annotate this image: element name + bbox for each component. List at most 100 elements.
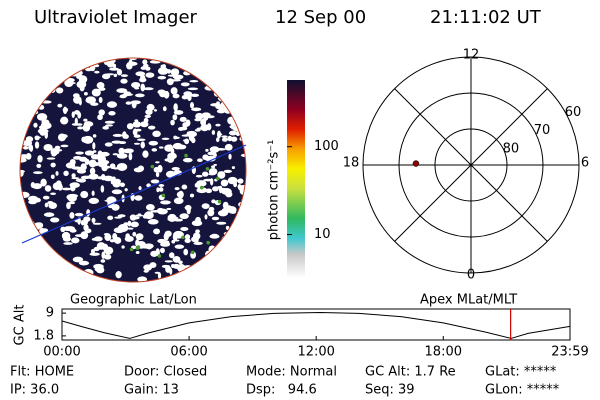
speckle [61, 187, 72, 191]
speckle [152, 130, 161, 137]
speckle [140, 141, 146, 149]
speckle [84, 158, 90, 165]
speckle [120, 74, 128, 78]
speckle [225, 63, 233, 69]
speckle [98, 109, 105, 116]
x-tick-label: 12:00 [297, 345, 334, 360]
speckle [204, 262, 215, 266]
speckle [205, 188, 212, 194]
speckle [170, 87, 178, 95]
speckle [91, 217, 96, 223]
speckle [89, 167, 96, 175]
speckle [155, 161, 160, 164]
speckle [200, 118, 207, 126]
speckle [143, 264, 153, 271]
speckle [85, 96, 97, 104]
speckle [44, 202, 49, 208]
speckle [39, 128, 47, 136]
speckle [205, 148, 209, 152]
x-tick-label: 18:00 [425, 345, 462, 360]
speckle [196, 187, 208, 194]
speckle [119, 88, 124, 91]
speckle [230, 245, 238, 248]
speckle [47, 201, 54, 205]
speckle [206, 258, 218, 266]
speckle [54, 261, 60, 269]
speckle [156, 187, 160, 193]
speckle [135, 233, 144, 241]
speckle [39, 227, 45, 235]
speckle [239, 254, 245, 262]
speckle [34, 277, 45, 282]
speckle [201, 203, 210, 210]
speckle [113, 73, 118, 78]
uv-image [20, 58, 246, 282]
speckle [82, 123, 91, 132]
speckle [217, 210, 229, 217]
speckle [228, 229, 236, 232]
speckle [239, 273, 245, 280]
speckle [104, 120, 115, 124]
speckle [226, 65, 237, 72]
speckle [101, 164, 108, 172]
speckle [181, 94, 189, 100]
speckle [211, 130, 216, 135]
speckle [99, 151, 110, 157]
colorbar-tick-label: 10 [314, 227, 331, 242]
speckle [75, 275, 81, 281]
speckle [176, 191, 184, 198]
speckle [240, 217, 245, 221]
speckle [123, 134, 129, 139]
speckle [160, 247, 165, 254]
speckle [91, 190, 95, 196]
speckle [114, 216, 122, 219]
speckle [231, 252, 236, 256]
speckle [31, 89, 40, 98]
speckle [103, 175, 114, 182]
speckle [160, 64, 165, 69]
polar-mlt-label: 0 [467, 268, 475, 283]
speckle [230, 210, 237, 214]
speckle [38, 88, 46, 92]
speckle [129, 247, 134, 252]
speckle [157, 207, 164, 213]
speckle [192, 266, 200, 272]
speckle [157, 254, 162, 258]
speckle [130, 221, 139, 228]
speckle [131, 100, 137, 109]
speckle [83, 91, 88, 96]
speckle [241, 122, 245, 126]
speckle [153, 109, 158, 112]
speckle [96, 242, 106, 250]
speckle [146, 183, 151, 188]
speckle [77, 126, 84, 130]
speckle [100, 160, 110, 165]
speckle [126, 123, 134, 130]
speckle [194, 118, 202, 122]
speckle [34, 141, 40, 149]
speckle [180, 82, 190, 87]
speckle [170, 119, 175, 126]
speckle [157, 75, 167, 80]
polar-mlt-label: 12 [463, 48, 480, 63]
speckle [135, 128, 142, 132]
speckle [176, 144, 187, 150]
speckle [136, 245, 141, 249]
time: 21:11:02 UT [430, 7, 542, 28]
speckle [189, 79, 199, 83]
speckle [27, 271, 37, 279]
speckle [65, 162, 76, 169]
speckle [220, 179, 229, 187]
speckle [20, 109, 26, 115]
speckle [119, 182, 126, 187]
speckle [242, 261, 246, 269]
speckle [124, 188, 128, 192]
speckle [158, 184, 165, 187]
speckle [183, 248, 189, 256]
speckle [116, 153, 128, 159]
speckle [50, 192, 56, 196]
speckle [114, 237, 122, 244]
speckle [184, 138, 190, 145]
speckle [116, 68, 123, 76]
